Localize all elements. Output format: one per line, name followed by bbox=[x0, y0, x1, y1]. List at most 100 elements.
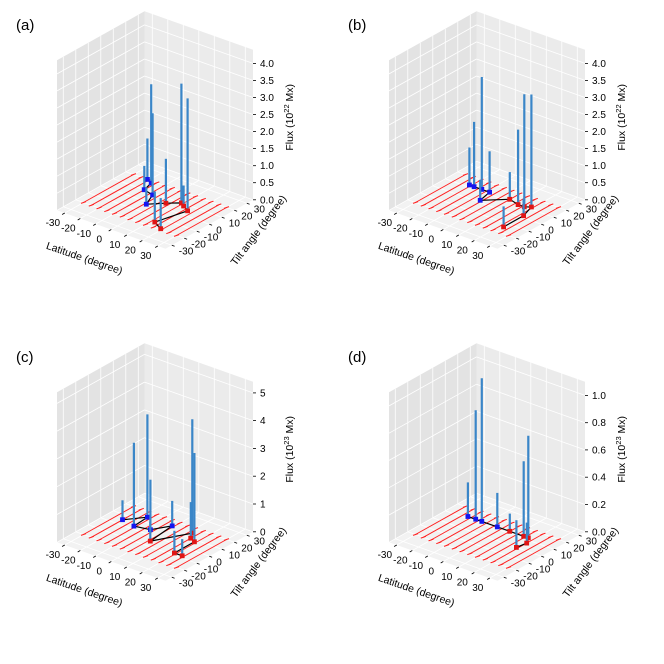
tilt-error-bar bbox=[98, 511, 150, 541]
x-tick-label: 20 bbox=[125, 578, 137, 589]
side-grid-line bbox=[56, 41, 145, 92]
x-tick-label: -30 bbox=[378, 550, 393, 561]
point-marker bbox=[471, 184, 477, 190]
point-marker bbox=[172, 550, 177, 556]
tilt-error-cap bbox=[532, 529, 538, 533]
x-tick-label: -10 bbox=[77, 229, 92, 240]
z-tick-label: 0.5 bbox=[592, 178, 606, 189]
tilt-error-cap bbox=[80, 201, 87, 204]
x-tick-label: 10 bbox=[109, 240, 121, 251]
y-tick bbox=[234, 209, 238, 212]
y-tick bbox=[578, 534, 582, 537]
side-grid-line bbox=[56, 381, 145, 432]
z-tick-label: 3 bbox=[260, 444, 266, 455]
tilt-error-cap bbox=[216, 535, 222, 539]
point-marker bbox=[521, 213, 526, 219]
tilt-error-cap bbox=[88, 203, 94, 207]
tilt-error-bar bbox=[500, 536, 552, 566]
x-tick-label: 20 bbox=[457, 578, 469, 589]
tilt-error-bar bbox=[477, 528, 528, 557]
z-tick-label: 1.0 bbox=[260, 161, 274, 172]
x-tick bbox=[456, 566, 459, 569]
tilt-error-cap bbox=[161, 516, 168, 519]
back-grid-line bbox=[144, 409, 254, 449]
x-tick-label: -30 bbox=[378, 218, 393, 229]
side-grid-line bbox=[56, 492, 145, 543]
x-tick bbox=[93, 555, 96, 558]
y-tick-label: -30 bbox=[511, 578, 526, 589]
point-marker bbox=[188, 535, 194, 541]
panel-b: -30 -20 -10 0 10 20 30 Latitude (degree) -30 -20-… bbox=[332, 0, 664, 332]
point-marker bbox=[179, 200, 184, 206]
point-marker bbox=[148, 180, 154, 186]
tilt-error-cap bbox=[420, 535, 426, 539]
z-tick-label: 2 bbox=[260, 472, 266, 483]
tilt-error-bar bbox=[461, 522, 513, 552]
y-tick-label: -10 bbox=[204, 564, 219, 575]
tilt-error-cap bbox=[501, 518, 507, 522]
y-tick bbox=[196, 562, 200, 565]
y-tick-label: 20 bbox=[573, 211, 585, 222]
tilt-error-cap bbox=[80, 533, 87, 536]
x-tick-label: -20 bbox=[393, 224, 408, 235]
back-grid-line bbox=[476, 492, 586, 533]
x-tick-label: 10 bbox=[109, 572, 121, 583]
z-tick-label: 2.0 bbox=[592, 127, 606, 138]
tilt-error-bar bbox=[176, 207, 227, 236]
tilt-error-bar bbox=[168, 204, 220, 234]
tilt-error-cap bbox=[493, 184, 500, 187]
back-grid-line bbox=[144, 24, 254, 64]
x-tick-label: 20 bbox=[125, 246, 137, 257]
tilt-error-cap bbox=[192, 195, 199, 198]
x-tick-label: -10 bbox=[77, 561, 92, 572]
tilt-error-bar bbox=[446, 517, 497, 546]
side-grid-line bbox=[56, 92, 145, 143]
x-tick-label: 30 bbox=[472, 583, 484, 594]
y-tick bbox=[196, 230, 200, 233]
tilt-error-bar bbox=[423, 508, 474, 538]
panel-c: -30 -20 -10 0 10 20 30 Latitude (degree) -30 -20-… bbox=[0, 332, 332, 664]
z-axis-label: Flux (1022 Mx) bbox=[614, 84, 629, 151]
z-tick-label: 1 bbox=[260, 500, 266, 511]
point-marker bbox=[150, 192, 155, 198]
back-grid-line bbox=[144, 41, 254, 81]
tilt-error-cap bbox=[517, 524, 523, 528]
y-tick bbox=[516, 237, 520, 240]
side-grid-line bbox=[388, 383, 477, 434]
point-marker bbox=[507, 528, 513, 534]
tilt-error-cap bbox=[177, 521, 183, 525]
tilt-error-cap bbox=[119, 546, 125, 550]
tilt-error-bar bbox=[485, 198, 536, 228]
tilt-error-cap bbox=[142, 223, 149, 226]
tilt-error-cap bbox=[208, 200, 214, 204]
tilt-error-cap bbox=[428, 206, 434, 210]
tilt-error-cap bbox=[482, 557, 488, 561]
x-tick bbox=[471, 240, 475, 243]
back-grid-line bbox=[144, 109, 254, 149]
point-marker bbox=[501, 224, 506, 230]
tilt-error-cap bbox=[88, 535, 94, 539]
x-tick bbox=[440, 229, 444, 232]
point-marker bbox=[189, 530, 195, 536]
y-tick bbox=[171, 244, 175, 247]
tilt-error-cap bbox=[524, 195, 531, 198]
z-tick-label: 0.0 bbox=[592, 527, 606, 538]
x-tick-label: 0 bbox=[429, 235, 435, 246]
back-grid-line bbox=[144, 126, 254, 167]
y-tick bbox=[566, 541, 570, 544]
x-tick bbox=[93, 223, 96, 226]
x-tick-label: -20 bbox=[61, 556, 76, 567]
y-tick bbox=[541, 555, 545, 558]
tilt-error-cap bbox=[505, 566, 512, 569]
z-tick-label: 4 bbox=[260, 416, 266, 427]
z-tick-label: 2.0 bbox=[260, 127, 274, 138]
tilt-error-cap bbox=[555, 538, 562, 541]
side-grid-line bbox=[388, 160, 477, 211]
tilt-error-cap bbox=[443, 544, 450, 547]
tilt-error-cap bbox=[412, 533, 419, 536]
tilt-error-bar bbox=[508, 539, 559, 568]
point-marker bbox=[479, 187, 485, 192]
tilt-error-cap bbox=[540, 532, 546, 536]
y-tick-label: -10 bbox=[536, 564, 551, 575]
